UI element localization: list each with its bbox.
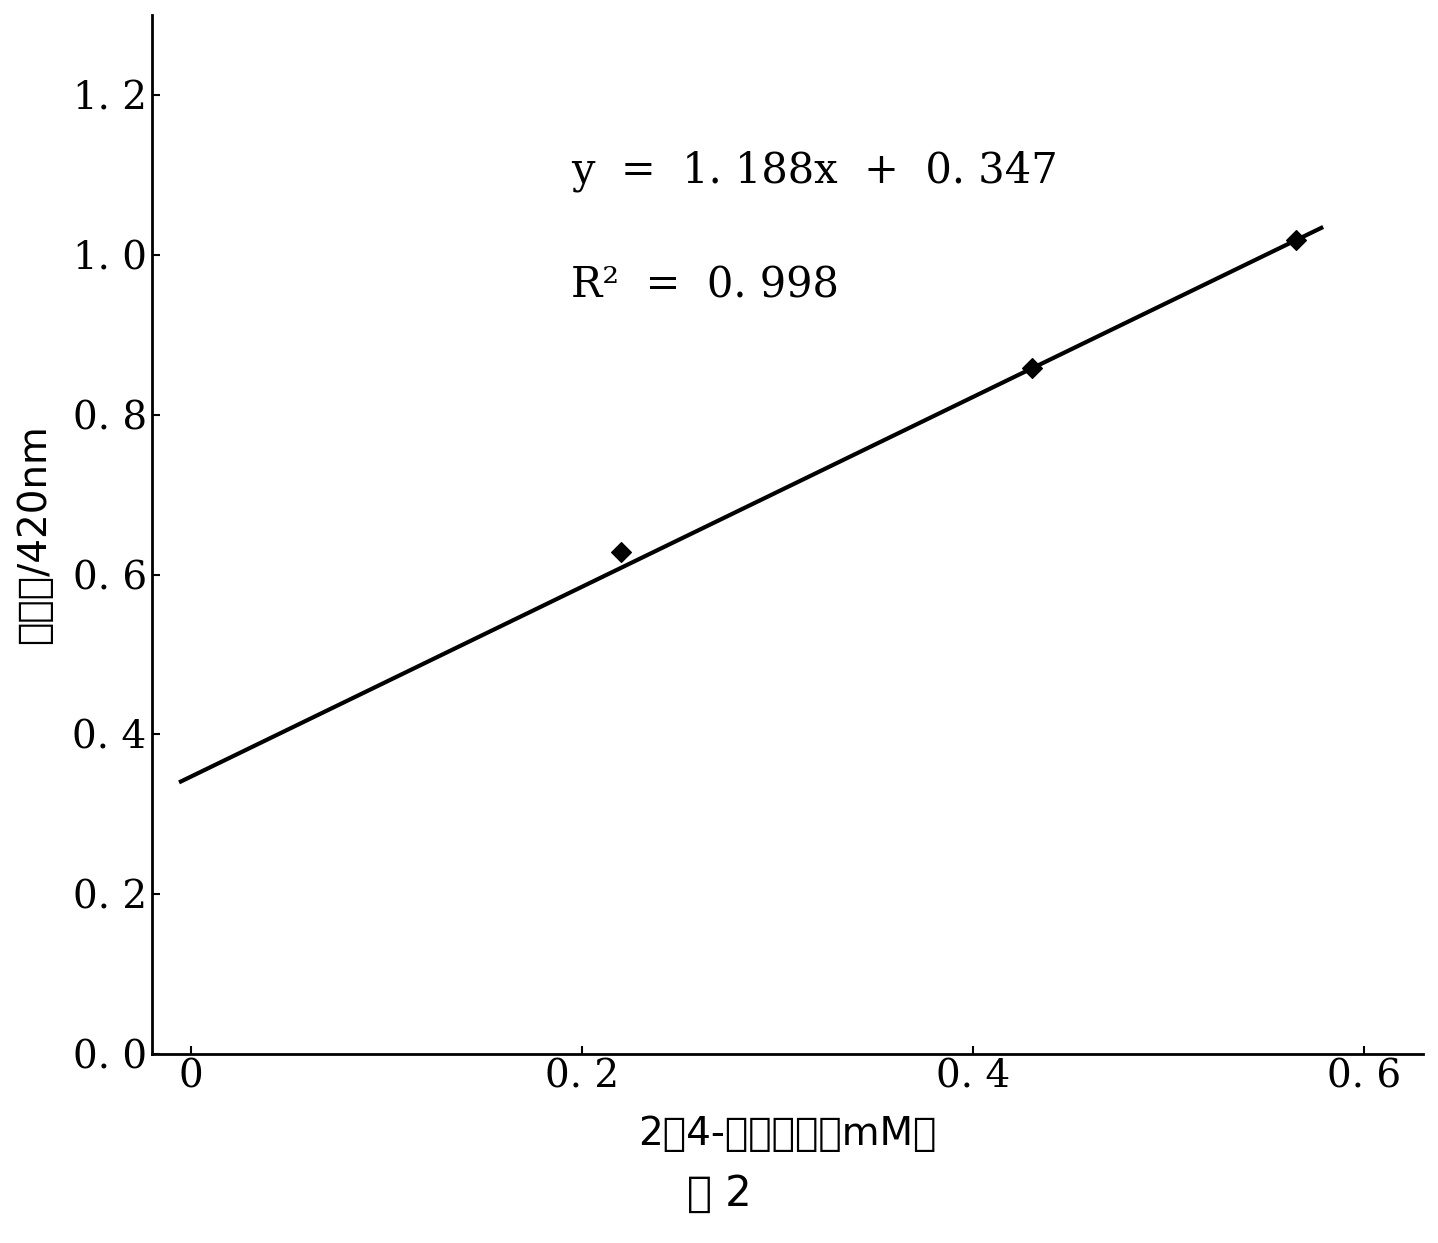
Point xyxy=(1021,358,1044,378)
Point xyxy=(1284,230,1307,250)
X-axis label: 2，4-奶二烯醇（mM）: 2，4-奶二烯醇（mM） xyxy=(638,1115,936,1154)
Y-axis label: 吸光度/420nm: 吸光度/420nm xyxy=(14,425,53,644)
Text: y  =  1. 188x  +  0. 347: y = 1. 188x + 0. 347 xyxy=(571,150,1058,191)
Text: R²  =  0. 998: R² = 0. 998 xyxy=(571,265,838,306)
Point xyxy=(610,542,633,562)
Text: 图 2: 图 2 xyxy=(687,1172,751,1214)
